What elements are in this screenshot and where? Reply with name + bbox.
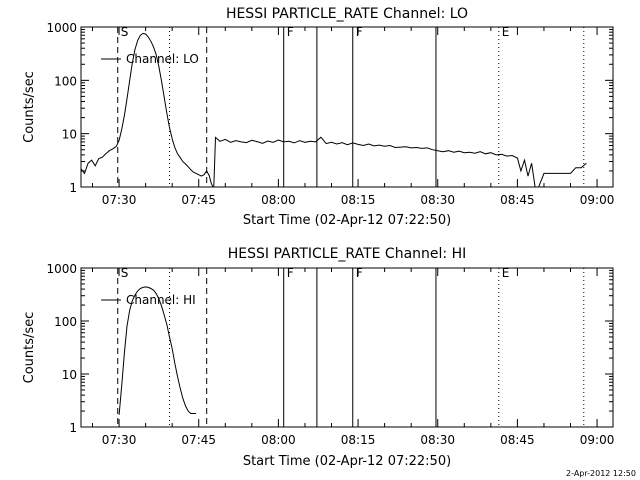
- x-tick-label: 08:45: [500, 433, 535, 447]
- y-tick-label: 1: [69, 421, 77, 435]
- y-tick-label: 10: [62, 128, 77, 142]
- y-axis-label: Counts/sec: [22, 312, 37, 384]
- x-tick-label: 08:00: [261, 433, 296, 447]
- x-tick-label: 08:15: [341, 193, 376, 207]
- y-tick-label: 1000: [46, 21, 77, 35]
- y-tick-label: 100: [54, 315, 77, 329]
- event-marker-label: S: [121, 266, 129, 280]
- y-tick-label: 10: [62, 368, 77, 382]
- legend-label: Channel: LO: [126, 52, 199, 66]
- event-marker-label: E: [502, 266, 510, 280]
- y-tick-label: 100: [54, 74, 77, 88]
- plot-frame: [80, 26, 614, 188]
- plot-frame: [80, 267, 614, 428]
- event-marker-label: F: [356, 266, 363, 280]
- event-marker-label: F: [287, 25, 294, 39]
- y-axis-label: Counts/sec: [22, 71, 37, 143]
- x-tick-label: 08:00: [261, 193, 296, 207]
- x-tick-label: 07:45: [181, 193, 216, 207]
- chart-title: HESSI PARTICLE_RATE Channel: HI: [228, 246, 466, 262]
- chart-title: HESSI PARTICLE_RATE Channel: LO: [226, 6, 468, 22]
- x-axis-label: Start Time (02-Apr-12 07:22:50): [243, 454, 451, 469]
- x-tick-label: 07:30: [102, 193, 137, 207]
- event-marker-label: E: [502, 25, 510, 39]
- x-tick-label: 08:45: [500, 193, 535, 207]
- event-marker-label: F: [356, 25, 363, 39]
- panel-hi-channel: HESSI PARTICLE_RATE Channel: HI Start Tim…: [22, 246, 614, 469]
- y-tick-label: 1: [69, 181, 77, 195]
- x-tick-label: 07:30: [102, 433, 137, 447]
- x-tick-label: 09:00: [580, 193, 615, 207]
- series-line: [213, 136, 587, 188]
- x-axis-label: Start Time (02-Apr-12 07:22:50): [243, 213, 451, 228]
- x-tick-label: 07:45: [181, 433, 216, 447]
- event-marker-label: F: [287, 266, 294, 280]
- date-stamp: 2-Apr-2012 12:50: [566, 469, 636, 478]
- event-marker-label: S: [121, 25, 129, 39]
- legend-label: Channel: HI: [126, 293, 196, 307]
- panel-lo-channel: HESSI PARTICLE_RATE Channel: LO Start Tim…: [22, 6, 614, 228]
- x-tick-label: 08:30: [420, 193, 455, 207]
- x-tick-label: 08:15: [341, 433, 376, 447]
- x-tick-label: 08:30: [420, 433, 455, 447]
- series-line: [80, 32, 214, 188]
- series-line: [118, 286, 197, 415]
- y-tick-label: 1000: [46, 262, 77, 276]
- x-tick-label: 09:00: [580, 433, 615, 447]
